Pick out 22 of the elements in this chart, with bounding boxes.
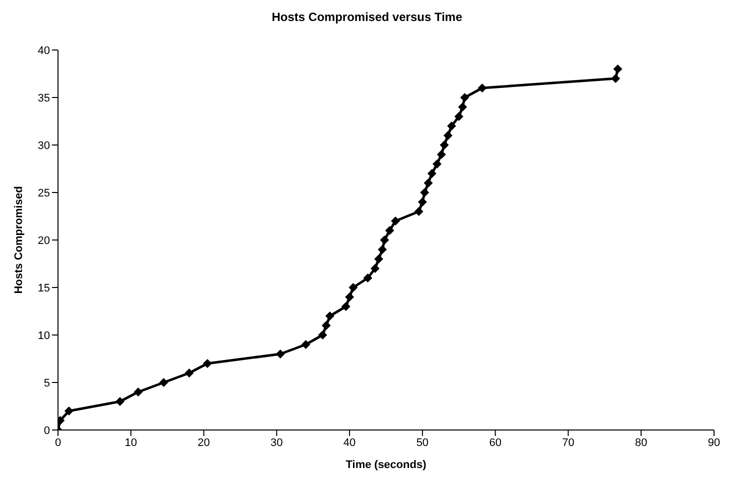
y-tick-label: 15 [38, 282, 50, 294]
y-tick-label: 0 [44, 424, 50, 437]
chart-title: Hosts Compromised versus Time [270, 10, 464, 26]
x-tick-label: 50 [416, 436, 429, 449]
x-tick-label: 20 [198, 436, 210, 449]
x-tick-label: 90 [708, 436, 720, 449]
x-tick-label: 0 [54, 436, 62, 449]
x-tick-label: 40 [343, 436, 356, 449]
y-tick-label: 30 [38, 140, 50, 152]
y-axis-title: Hosts Compromised [12, 186, 25, 294]
y-tick-label: 40 [38, 44, 50, 57]
x-tick-label: 80 [634, 436, 648, 449]
y-tick-label: 35 [38, 92, 50, 104]
x-tick-label: 70 [562, 436, 574, 449]
x-tick-label: 60 [489, 436, 502, 449]
x-tick-label: 30 [270, 436, 283, 449]
x-tick-label: 10 [124, 436, 138, 449]
x-axis-title: Time (seconds) [346, 459, 427, 471]
y-tick-label: 5 [44, 377, 50, 390]
y-tick-label: 10 [38, 330, 50, 342]
y-tick-label: 25 [38, 187, 50, 200]
y-tick-label: 20 [38, 234, 50, 247]
